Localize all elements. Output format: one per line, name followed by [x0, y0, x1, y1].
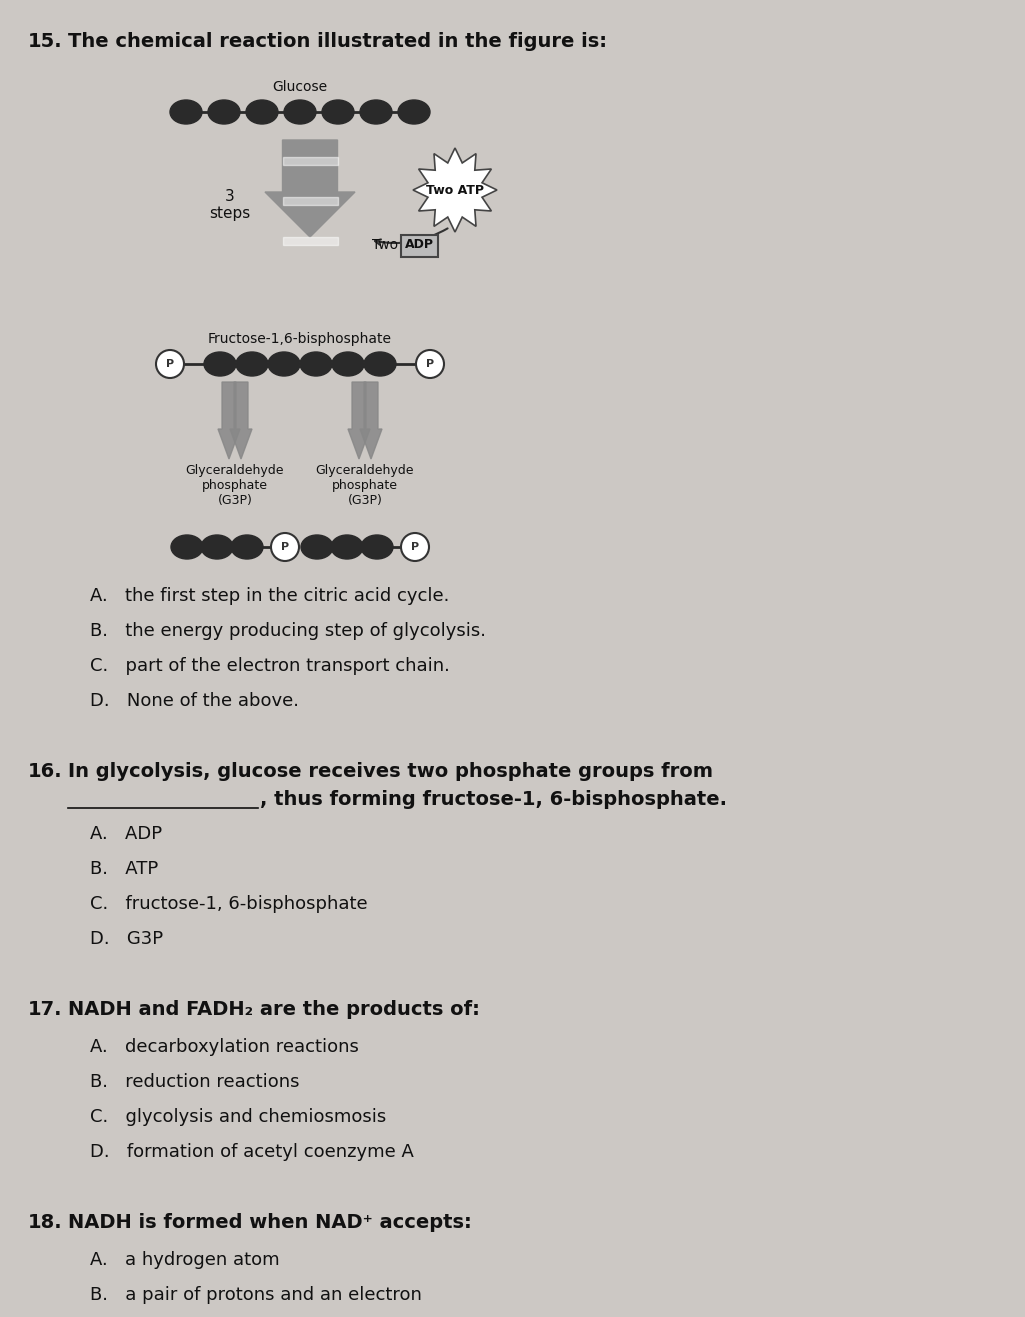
Text: , thus forming fructose-1, 6-bisphosphate.: , thus forming fructose-1, 6-bisphosphat… [260, 790, 727, 809]
Text: B.   the energy producing step of glycolysis.: B. the energy producing step of glycolys… [90, 622, 486, 640]
Ellipse shape [231, 535, 263, 558]
Ellipse shape [201, 535, 233, 558]
Ellipse shape [331, 535, 363, 558]
Ellipse shape [171, 535, 203, 558]
Text: A.   decarboxylation reactions: A. decarboxylation reactions [90, 1038, 359, 1056]
Ellipse shape [246, 100, 278, 124]
Text: B.   reduction reactions: B. reduction reactions [90, 1073, 299, 1090]
Text: NADH and FADH₂ are the products of:: NADH and FADH₂ are the products of: [68, 1000, 480, 1019]
Text: Two: Two [372, 238, 403, 252]
Text: P: P [166, 360, 174, 369]
Text: A.   the first step in the citric acid cycle.: A. the first step in the citric acid cyc… [90, 587, 449, 605]
Circle shape [401, 533, 429, 561]
Ellipse shape [236, 352, 268, 375]
Text: C.   part of the electron transport chain.: C. part of the electron transport chain. [90, 657, 450, 676]
Text: C.   fructose-1, 6-bisphosphate: C. fructose-1, 6-bisphosphate [90, 896, 368, 913]
Text: Glucose: Glucose [273, 80, 328, 94]
Text: 18.: 18. [28, 1213, 63, 1231]
FancyBboxPatch shape [401, 234, 438, 257]
Ellipse shape [361, 535, 393, 558]
Text: Fructose-1,6-bisphosphate: Fructose-1,6-bisphosphate [208, 332, 392, 346]
Text: Glyceraldehyde
phosphate
(G3P): Glyceraldehyde phosphate (G3P) [316, 464, 414, 507]
Text: Two ATP: Two ATP [426, 183, 484, 196]
Text: 15.: 15. [28, 32, 63, 51]
Bar [283, 237, 337, 245]
Text: P: P [426, 360, 434, 369]
Ellipse shape [322, 100, 354, 124]
Ellipse shape [208, 100, 240, 124]
Text: A.   a hydrogen atom: A. a hydrogen atom [90, 1251, 280, 1270]
Text: B.   ATP: B. ATP [90, 860, 158, 878]
Text: D.   formation of acetyl coenzyme A: D. formation of acetyl coenzyme A [90, 1143, 414, 1162]
Text: D.   None of the above.: D. None of the above. [90, 691, 299, 710]
FancyArrow shape [218, 382, 240, 460]
Polygon shape [413, 148, 497, 232]
Ellipse shape [170, 100, 202, 124]
Ellipse shape [300, 352, 332, 375]
FancyArrow shape [348, 382, 370, 460]
Ellipse shape [204, 352, 236, 375]
Circle shape [156, 350, 184, 378]
Text: D.   G3P: D. G3P [90, 930, 163, 948]
Text: In glycolysis, glucose receives two phosphate groups from: In glycolysis, glucose receives two phos… [68, 763, 713, 781]
Text: NADH is formed when NAD⁺ accepts:: NADH is formed when NAD⁺ accepts: [68, 1213, 472, 1231]
Text: 3
steps: 3 steps [209, 188, 251, 221]
Circle shape [416, 350, 444, 378]
FancyArrow shape [230, 382, 252, 460]
Ellipse shape [360, 100, 392, 124]
Text: P: P [411, 543, 419, 552]
Circle shape [271, 533, 299, 561]
Text: 16.: 16. [28, 763, 63, 781]
Text: A.   ADP: A. ADP [90, 824, 162, 843]
Ellipse shape [301, 535, 333, 558]
Ellipse shape [332, 352, 364, 375]
Text: B.   a pair of protons and an electron: B. a pair of protons and an electron [90, 1285, 422, 1304]
Text: 17.: 17. [28, 1000, 63, 1019]
Text: Glyceraldehyde
phosphate
(G3P): Glyceraldehyde phosphate (G3P) [186, 464, 284, 507]
Ellipse shape [268, 352, 300, 375]
Ellipse shape [364, 352, 396, 375]
Ellipse shape [398, 100, 430, 124]
FancyArrow shape [265, 140, 355, 237]
Text: P: P [281, 543, 289, 552]
Text: C.   glycolysis and chemiosmosis: C. glycolysis and chemiosmosis [90, 1108, 386, 1126]
Ellipse shape [284, 100, 316, 124]
Text: The chemical reaction illustrated in the figure is:: The chemical reaction illustrated in the… [68, 32, 607, 51]
FancyArrow shape [360, 382, 382, 460]
Bar [283, 157, 337, 165]
Text: ADP: ADP [405, 238, 434, 252]
Bar [283, 198, 337, 205]
